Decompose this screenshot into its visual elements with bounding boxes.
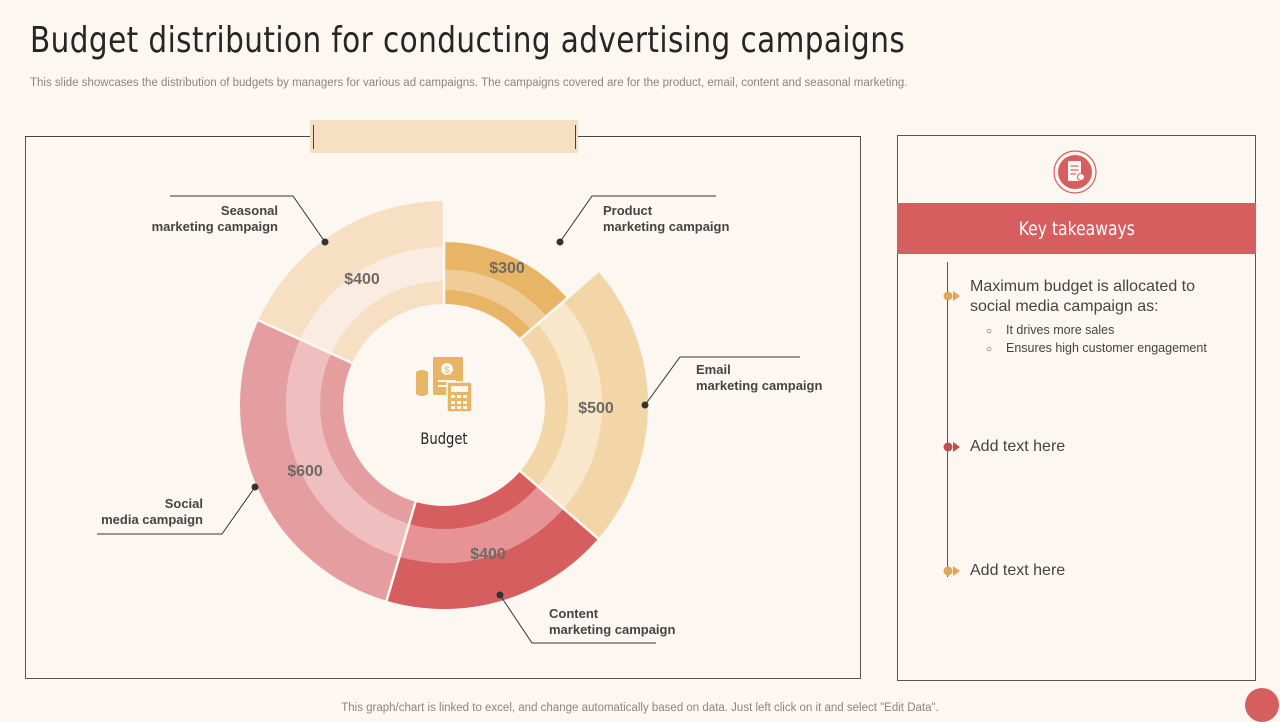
budget-calculator-icon: $ xyxy=(416,357,473,413)
slice-value-label: $400 xyxy=(470,546,506,563)
slice-value-label: $300 xyxy=(489,260,525,277)
takeaway-item-1: Maximum budget is allocated to social me… xyxy=(970,278,1195,315)
donut-slice-band xyxy=(300,246,444,354)
key-takeaways-header: Key takeaways xyxy=(897,203,1256,254)
takeaway-item-3: Add text here xyxy=(970,562,1066,579)
slice-category-label: Social xyxy=(165,496,203,511)
panel-top-line-left xyxy=(25,136,310,137)
slice-category-label: Content xyxy=(549,606,599,621)
slice-category-label: Email xyxy=(696,362,731,377)
callout-leader-line xyxy=(97,486,256,535)
donut-slice-band xyxy=(537,301,603,509)
donut-slice-inner xyxy=(520,324,568,486)
timeline-line xyxy=(947,262,948,577)
tab-tick-right xyxy=(575,125,576,149)
callout-leader-line xyxy=(559,195,716,243)
callout-leader-line xyxy=(644,356,800,406)
chart-tab xyxy=(310,120,578,153)
callout-dot xyxy=(496,591,504,599)
slice-separator xyxy=(519,470,604,544)
slice-category-label: Product xyxy=(603,203,653,218)
takeaway-item-2: Add text here xyxy=(970,438,1066,455)
callout-dot xyxy=(556,238,564,246)
timeline-marker-3 xyxy=(943,566,960,576)
slice-category-label: marketing campaign xyxy=(696,378,822,393)
callout-dot xyxy=(321,238,329,246)
donut-slice-inner xyxy=(320,353,416,524)
slice-category-label: marketing campaign xyxy=(549,622,675,637)
footer-note: This graph/chart is linked to excel, and… xyxy=(341,702,939,714)
page-subtitle: This slide showcases the distribution of… xyxy=(30,77,908,89)
slice-category-label: marketing campaign xyxy=(603,219,729,234)
slice-separator xyxy=(519,266,604,340)
slice-separator xyxy=(252,316,353,365)
callout-leader-line xyxy=(499,594,656,644)
donut-slice-inner xyxy=(331,281,444,363)
slice-category-label: media campaign xyxy=(101,512,203,527)
donut-slice-band xyxy=(444,269,547,330)
donut-slice-inner xyxy=(444,290,531,339)
key-takeaways-label: Key takeaways xyxy=(1018,217,1135,240)
timeline-marker-2 xyxy=(943,442,960,452)
document-checklist-icon xyxy=(1053,150,1097,194)
slice-category-label: Seasonal xyxy=(221,203,278,218)
sub-bullet: Ensures high customer engagement xyxy=(986,340,1207,358)
corner-decoration xyxy=(1245,688,1279,722)
slice-separator xyxy=(383,501,417,607)
donut-slice-inner xyxy=(409,471,538,529)
page-title: Budget distribution for conducting adver… xyxy=(30,20,906,61)
sub-bullet: It drives more sales xyxy=(986,322,1207,340)
donut-center xyxy=(344,305,544,505)
slice-value-label: $500 xyxy=(578,400,614,417)
donut-slice-band xyxy=(285,339,409,557)
timeline-marker-1 xyxy=(943,291,960,301)
slice-category-label: marketing campaign xyxy=(152,219,278,234)
donut-slice-band xyxy=(400,486,564,564)
tab-tick-left xyxy=(313,125,314,149)
panel-top-line-right xyxy=(578,136,861,137)
takeaway-sub-list: It drives more sales Ensures high custom… xyxy=(986,322,1207,358)
callout-dot xyxy=(641,401,649,409)
svg-text:$: $ xyxy=(444,365,449,375)
slice-value-label: $400 xyxy=(344,271,380,288)
slice-value-label: $600 xyxy=(287,463,323,480)
callout-dot xyxy=(251,483,259,491)
callout-leader-line xyxy=(170,195,326,243)
center-label: Budget xyxy=(420,430,467,449)
